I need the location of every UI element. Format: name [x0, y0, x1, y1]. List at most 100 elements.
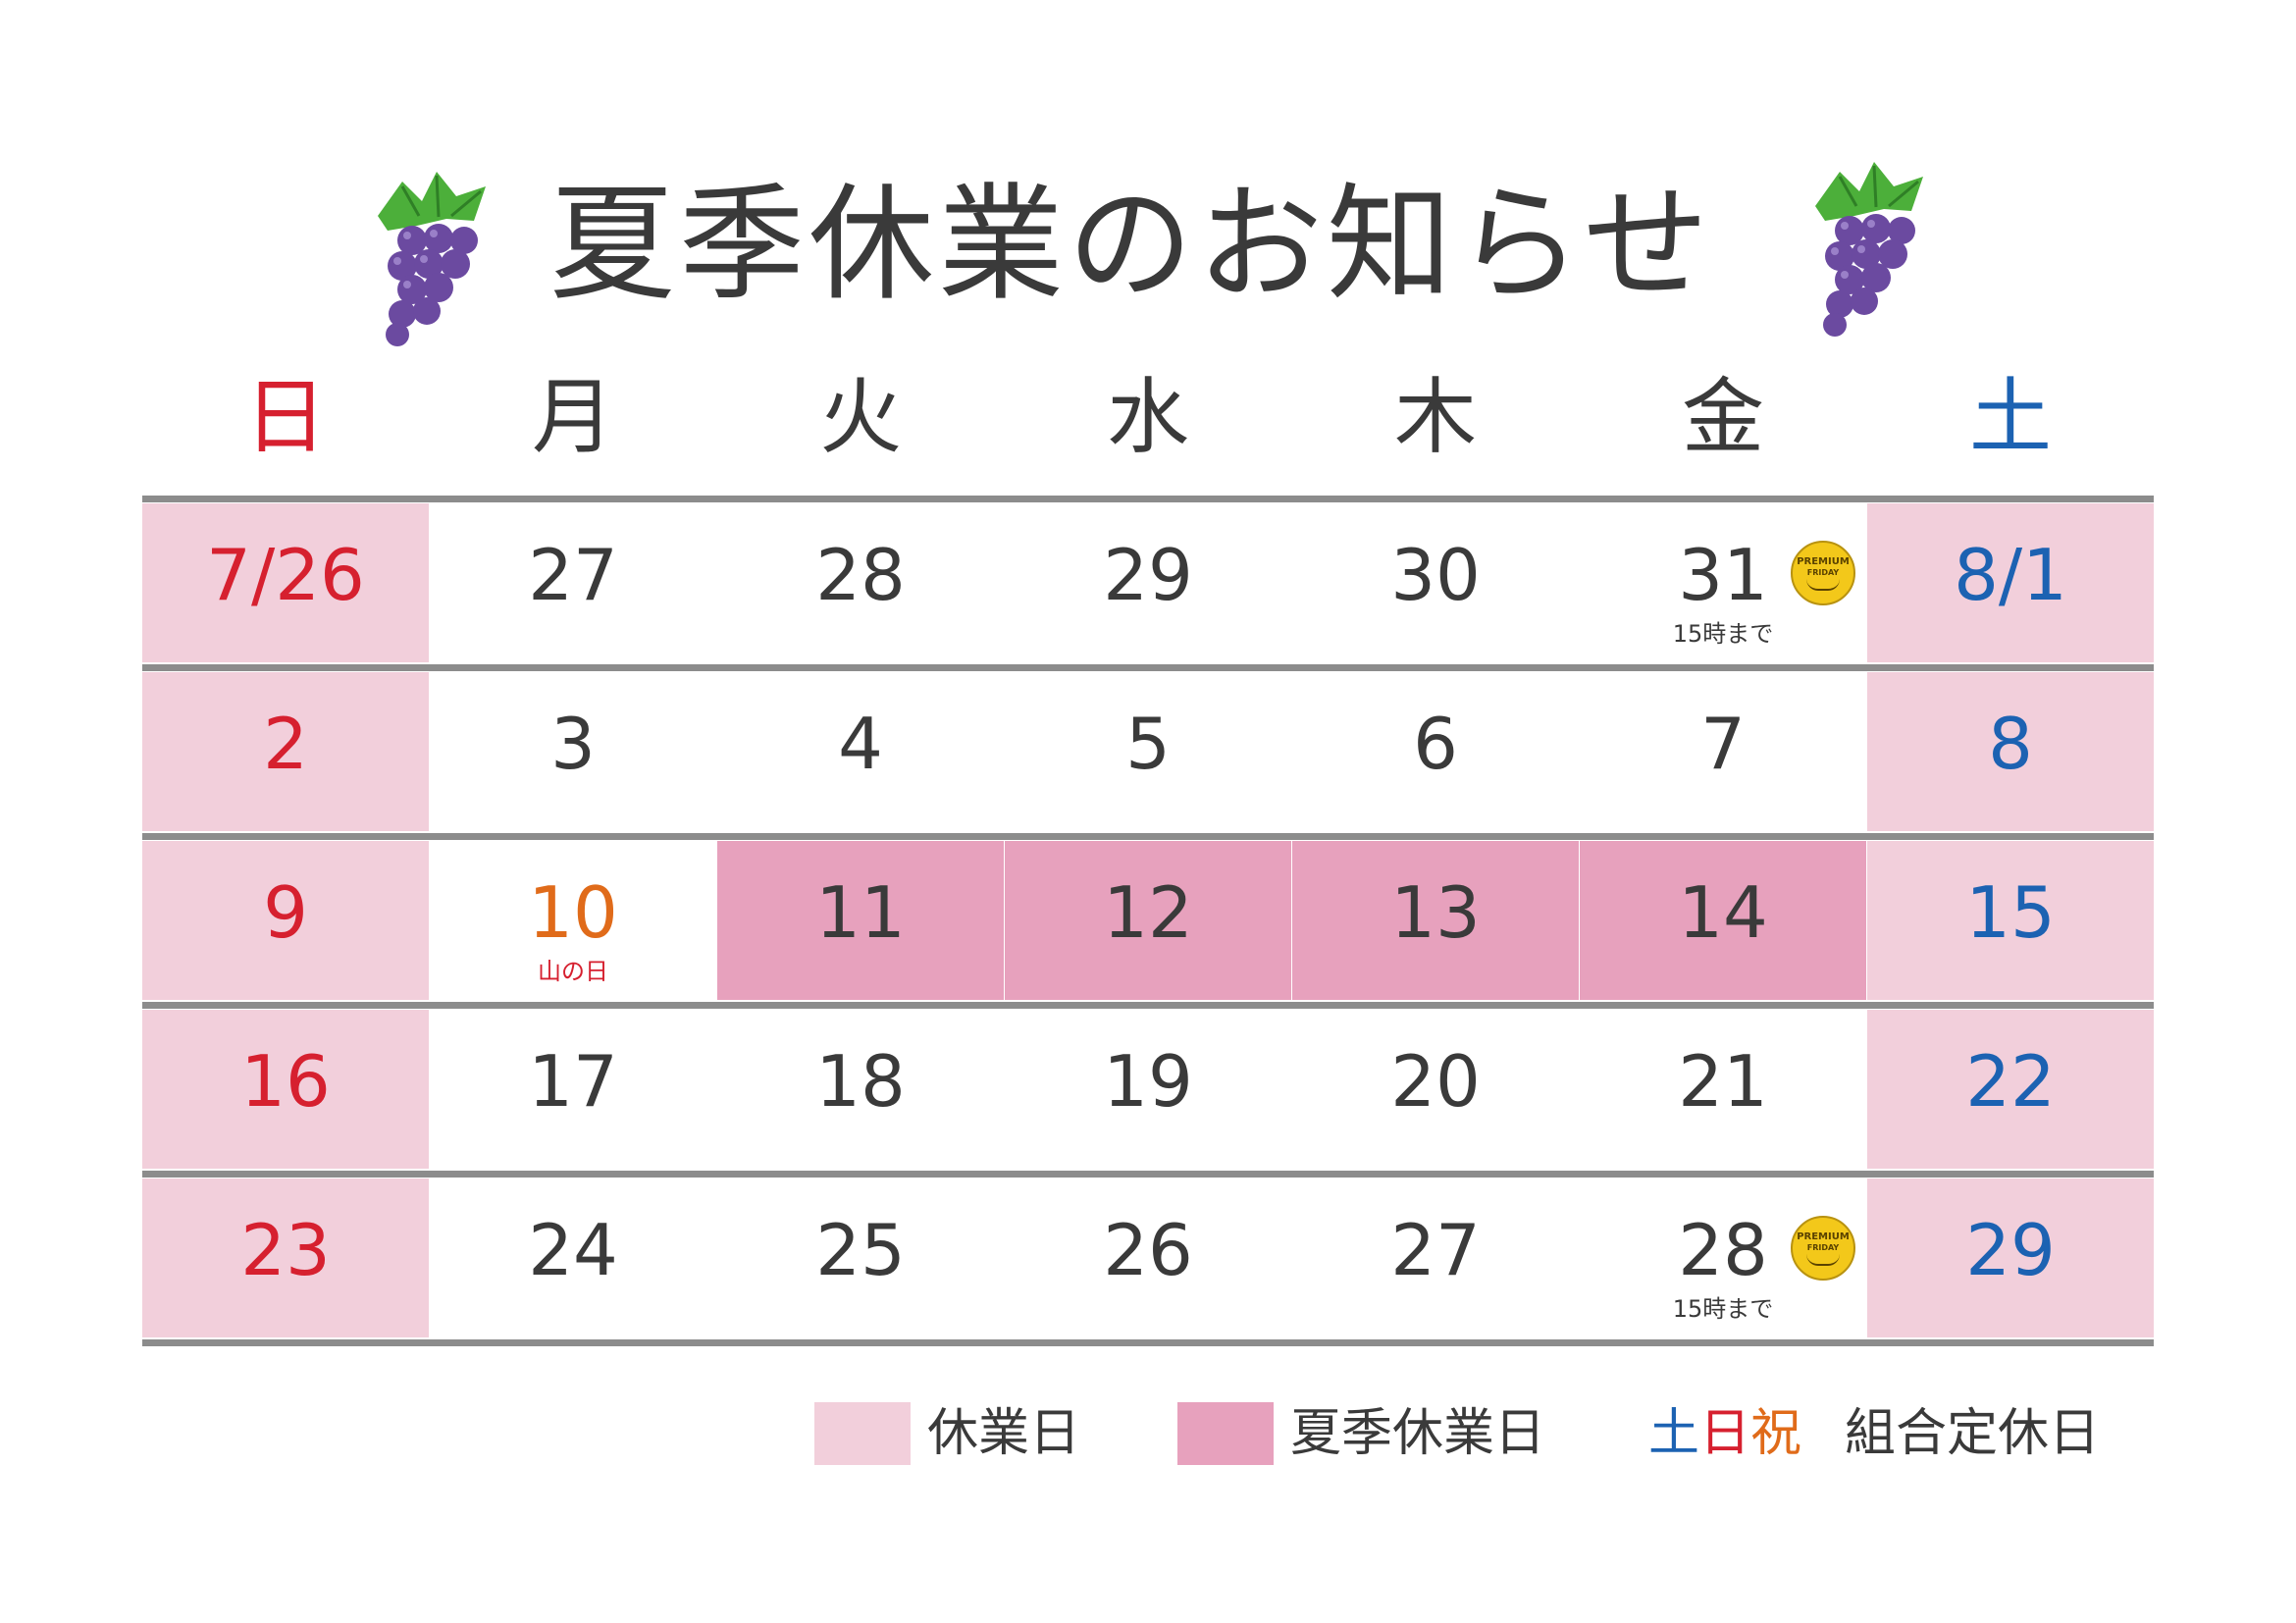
day-number: 8/1: [1954, 534, 2067, 616]
legend: 休業日 夏季休業日 土日祝 組合定休日: [814, 1398, 2159, 1487]
weekday-thu: 木: [1393, 369, 1477, 465]
day-cell: 13: [1292, 841, 1579, 1000]
day-number: 23: [240, 1209, 331, 1291]
day-cell: 27: [1292, 1178, 1579, 1337]
day-number: 16: [240, 1040, 331, 1123]
day-cell: 30: [1292, 503, 1579, 662]
day-number: 25: [815, 1209, 906, 1291]
week-row: 16 17 18 19 20 21 22: [142, 1010, 2154, 1169]
day-cell: 16: [142, 1010, 429, 1169]
day-number: 7/26: [206, 534, 365, 616]
legend-swatch-summer: [1177, 1402, 1274, 1465]
week-divider: [142, 1339, 2154, 1346]
weekday-header: 日 月 火 水 木 金 土: [142, 358, 2154, 476]
day-cell: 7: [1580, 672, 1866, 831]
legend-sat-text: 土: [1648, 1404, 1700, 1463]
day-cell: 8/1: [1867, 503, 2154, 662]
holiday-name: 山の日: [538, 958, 608, 985]
grape-icon: [378, 172, 486, 346]
day-cell: 23: [142, 1178, 429, 1337]
badge-smile: [1806, 1254, 1840, 1266]
weekday-wed: 水: [1106, 369, 1189, 465]
week-divider: [142, 664, 2154, 671]
week-divider: [142, 1171, 2154, 1178]
day-number: 29: [1103, 534, 1193, 616]
premium-friday-badge-line2: FRIDAY: [1806, 567, 1840, 577]
weekday-fri: 金: [1681, 369, 1764, 465]
weekday-mon: 月: [531, 369, 614, 465]
day-number: 7: [1700, 703, 1746, 785]
day-note: 15時まで: [1672, 1295, 1774, 1323]
day-number: 4: [838, 703, 883, 785]
day-cell: 25: [717, 1178, 1004, 1337]
day-cell: 5: [1005, 672, 1291, 831]
day-cell: 18: [717, 1010, 1004, 1169]
day-cell: 8: [1867, 672, 2154, 831]
week-row: 23 24 25 26 27 28 15時まで PREMIUM FRIDAY 29: [142, 1178, 2154, 1337]
day-number: 13: [1390, 871, 1481, 954]
premium-friday-badge-line2: FRIDAY: [1806, 1242, 1840, 1252]
legend-label-summer: 夏季休業日: [1290, 1404, 1546, 1463]
legend-hol-text: 祝: [1750, 1404, 1802, 1463]
day-cell: 28 15時まで PREMIUM FRIDAY: [1580, 1178, 1866, 1337]
day-cell: 17: [430, 1010, 716, 1169]
day-number: 12: [1103, 871, 1193, 954]
legend-label-weekend-holiday: 土日祝: [1648, 1398, 1801, 1469]
day-cell: 19: [1005, 1010, 1291, 1169]
weekday-sun: 日: [243, 369, 327, 465]
day-number: 2: [263, 703, 308, 785]
day-cell: 22: [1867, 1010, 2154, 1169]
day-cell: 12: [1005, 841, 1291, 1000]
day-cell: 9: [142, 841, 429, 1000]
week-divider: [142, 1002, 2154, 1009]
day-number: 30: [1390, 534, 1481, 616]
day-number: 27: [1390, 1209, 1481, 1291]
day-number: 20: [1390, 1040, 1481, 1123]
week-divider: [142, 833, 2154, 840]
day-cell: 29: [1005, 503, 1291, 662]
day-cell: 3: [430, 672, 716, 831]
calendar-grid: 7/26 27 28 29 30 31 15時まで PREMIUM FRIDAY 8/1 2 3 4 5 6…: [142, 496, 2154, 1349]
day-number: 18: [815, 1040, 906, 1123]
day-cell: 10 山の日: [430, 841, 716, 1000]
day-cell: 6: [1292, 672, 1579, 831]
week-row: 2 3 4 5 6 7 8: [142, 672, 2154, 831]
day-number: 31: [1678, 534, 1768, 616]
day-cell: 26: [1005, 1178, 1291, 1337]
day-number: 5: [1125, 703, 1171, 785]
legend-sun-text: 日: [1699, 1404, 1751, 1463]
day-number: 28: [1678, 1209, 1768, 1291]
day-number: 11: [815, 871, 906, 954]
day-cell: 31 15時まで PREMIUM FRIDAY: [1580, 503, 1866, 662]
day-number: 9: [263, 871, 308, 954]
day-cell: 14: [1580, 841, 1866, 1000]
day-cell: 15: [1867, 841, 2154, 1000]
day-note: 15時まで: [1672, 620, 1774, 648]
premium-friday-badge-line1: PREMIUM: [1797, 1230, 1850, 1242]
day-cell: 24: [430, 1178, 716, 1337]
day-number: 15: [1965, 871, 2056, 954]
day-cell: 28: [717, 503, 1004, 662]
week-row: 9 10 山の日 11 12 13 14 15: [142, 841, 2154, 1000]
premium-friday-badge-icon: PREMIUM FRIDAY: [1791, 541, 1855, 605]
day-cell: 20: [1292, 1010, 1579, 1169]
day-cell: 4: [717, 672, 1004, 831]
day-number: 3: [550, 703, 596, 785]
day-number: 19: [1103, 1040, 1193, 1123]
weekday-sat: 土: [1968, 369, 2052, 465]
page-title: 夏季休業のお知らせ: [549, 172, 1713, 318]
legend-label-closed: 休業日: [927, 1404, 1081, 1463]
day-number: 21: [1678, 1040, 1768, 1123]
day-cell: 7/26: [142, 503, 429, 662]
day-number: 14: [1678, 871, 1768, 954]
day-cell: 2: [142, 672, 429, 831]
day-cell: 29: [1867, 1178, 2154, 1337]
legend-swatch-closed: [814, 1402, 911, 1465]
day-number: 17: [528, 1040, 618, 1123]
premium-friday-badge-icon: PREMIUM FRIDAY: [1791, 1216, 1855, 1281]
legend-label-union: 組合定休日: [1845, 1404, 2101, 1463]
day-number: 24: [528, 1209, 618, 1291]
badge-smile: [1806, 579, 1840, 591]
week-divider: [142, 496, 2154, 502]
week-row: 7/26 27 28 29 30 31 15時まで PREMIUM FRIDAY 8/1: [142, 503, 2154, 662]
